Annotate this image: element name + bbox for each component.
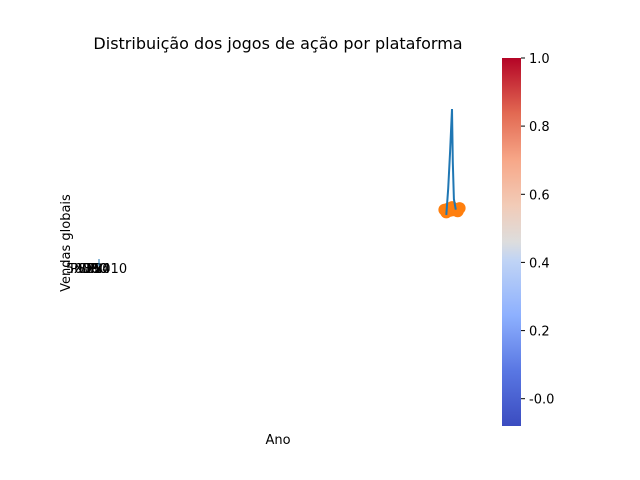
colorbar-tick-label: 0.2 — [529, 325, 550, 340]
x-axis-label: Ano — [265, 433, 290, 448]
overlap-label: PS4 — [86, 262, 110, 277]
colorbar-tick-label: -0.0 — [529, 393, 554, 408]
overlap-label: DS — [82, 262, 100, 277]
colorbar-ticks: -0.0 0.2 0.4 0.6 0.8 1.0 — [521, 52, 554, 408]
overlap-label: 5000 — [66, 262, 99, 277]
overlap-label: PC — [90, 262, 107, 277]
series-line — [445, 108, 457, 216]
colorbar-tick-label: 0.4 — [529, 256, 550, 271]
chart-title: Distribuição dos jogos de ação por plata… — [93, 34, 462, 53]
colorbar-tick-label: 0.6 — [529, 188, 550, 203]
overlap-label: Wii — [78, 262, 98, 277]
colorbar — [502, 58, 521, 426]
colorbar-tick-label: 1.0 — [529, 52, 550, 67]
overlap-label: 2010 — [94, 262, 127, 277]
colorbar-tick-label: 0.8 — [529, 120, 550, 135]
y-axis-label: Vendas globais — [59, 194, 74, 292]
scatter-point — [453, 202, 466, 215]
data-layer — [438, 108, 466, 219]
overlap-label: PS3 — [70, 262, 94, 277]
